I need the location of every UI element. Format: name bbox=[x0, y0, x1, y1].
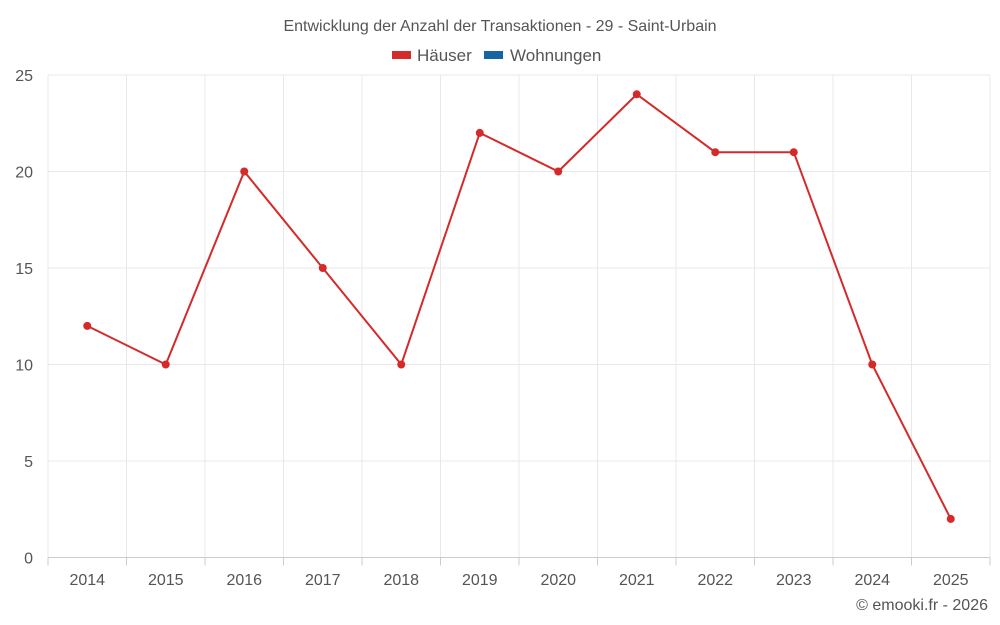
data-point[interactable] bbox=[397, 360, 406, 369]
legend-label-wohnungen[interactable]: Wohnungen bbox=[510, 46, 601, 65]
chart-title: Entwicklung der Anzahl der Transaktionen… bbox=[283, 18, 716, 35]
y-axis: 0 5 10 15 20 25 bbox=[15, 68, 33, 568]
x-axis: 2014 2015 2016 2017 2018 2019 2020 2021 2022 2023… bbox=[69, 572, 968, 589]
x-tick-label: 2015 bbox=[148, 572, 184, 589]
data-point[interactable] bbox=[554, 167, 563, 176]
data-point[interactable] bbox=[789, 148, 798, 157]
x-gridlines bbox=[47, 75, 991, 566]
data-point[interactable] bbox=[868, 360, 877, 369]
x-tick-label: 2020 bbox=[540, 572, 576, 589]
legend: Häuser Wohnungen bbox=[392, 46, 601, 65]
data-point[interactable] bbox=[83, 321, 92, 330]
x-tick-label: 2024 bbox=[854, 572, 890, 589]
credit-text: © emooki.fr - 2026 bbox=[856, 597, 988, 614]
data-point[interactable] bbox=[161, 360, 170, 369]
y-tick-label: 25 bbox=[15, 68, 33, 85]
data-point[interactable] bbox=[632, 90, 641, 99]
data-point[interactable] bbox=[711, 148, 720, 157]
data-point[interactable] bbox=[240, 167, 249, 176]
y-tick-label: 0 bbox=[24, 551, 33, 568]
legend-swatch-wohnungen bbox=[484, 51, 503, 59]
y-tick-label: 10 bbox=[15, 358, 33, 375]
data-point[interactable] bbox=[318, 264, 327, 272]
x-tick-label: 2017 bbox=[305, 572, 341, 589]
x-tick-label: 2018 bbox=[383, 572, 419, 589]
x-tick-label: 2022 bbox=[697, 572, 733, 589]
x-tick-label: 2023 bbox=[776, 572, 812, 589]
series-group bbox=[83, 90, 955, 523]
y-tick-label: 20 bbox=[15, 165, 33, 182]
x-tick-label: 2019 bbox=[462, 572, 498, 589]
data-point[interactable] bbox=[475, 128, 484, 137]
legend-swatch-haeuser bbox=[392, 51, 411, 59]
x-tick-label: 2021 bbox=[619, 572, 655, 589]
series-line-0 bbox=[86, 92, 952, 520]
x-tick-label: 2016 bbox=[226, 572, 262, 589]
legend-label-haeuser[interactable]: Häuser bbox=[417, 46, 472, 65]
y-tick-label: 5 bbox=[24, 454, 33, 471]
data-point[interactable] bbox=[946, 514, 955, 523]
y-tick-label: 15 bbox=[15, 261, 33, 278]
x-tick-label: 2014 bbox=[69, 572, 105, 589]
x-tick-label: 2025 bbox=[933, 572, 969, 589]
